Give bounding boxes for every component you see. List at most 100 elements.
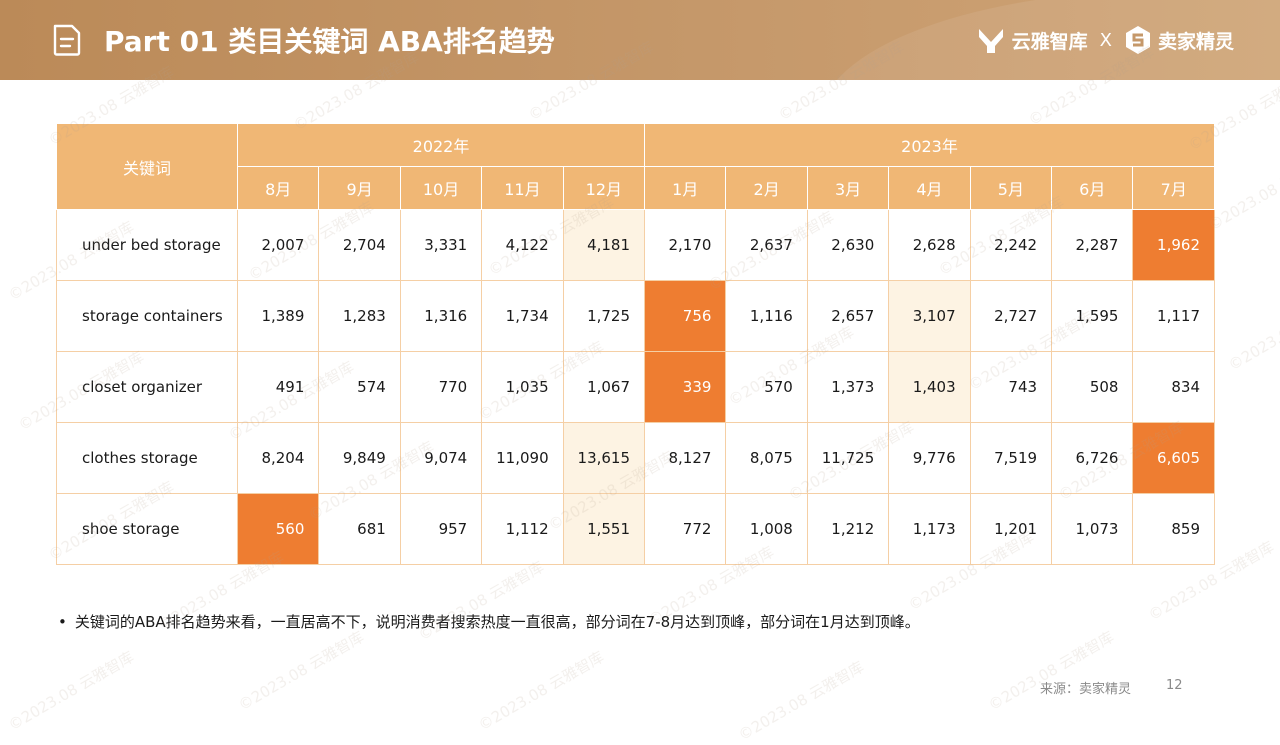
header-bar: Part 01 类目关键词 ABA排名趋势 云雅智库 X 卖家精灵	[0, 0, 1280, 80]
brand-yunya: 云雅智库	[1011, 30, 1088, 53]
rank-value-cell: 11,090	[481, 422, 564, 494]
rank-value-cell: 570	[725, 351, 808, 423]
summary-note: • 关键词的ABA排名趋势来看，一直居高不下，说明消费者搜索热度一直很高，部分词在…	[58, 611, 920, 632]
sellersprite-logo-icon	[1125, 26, 1150, 54]
month-header: 7月	[1132, 166, 1215, 210]
table-row: storage containers 1,389 1,283 1,316 1,734 1,…	[56, 280, 1215, 352]
rank-value-cell: 1,551	[562, 493, 646, 565]
month-header: 6月	[1051, 166, 1134, 210]
rank-value-cell: 1,403	[888, 351, 971, 423]
table-row: clothes storage 8,204 9,849 9,074 11,090 13,6…	[56, 422, 1215, 494]
keyword-cell: storage containers	[56, 280, 238, 352]
keyword-cell: closet organizer	[56, 351, 238, 423]
rank-value-cell: 743	[969, 351, 1053, 423]
rank-value-cell: 560	[236, 493, 320, 565]
rank-value-cell: 8,204	[236, 422, 320, 494]
rank-value-cell: 1,595	[1051, 280, 1134, 352]
table-row: under bed storage 2,007 2,704 3,331 4,122 4,1…	[56, 209, 1215, 281]
brand-sellersprite: 卖家精灵	[1157, 30, 1234, 53]
watermark-text: ©2023.08 云雅智库	[235, 627, 368, 715]
rank-value-cell: 1,117	[1132, 280, 1215, 352]
bullet-marker: •	[58, 613, 67, 631]
month-header: 2月	[725, 166, 808, 210]
rank-value-cell: 491	[236, 351, 320, 423]
rank-value-cell: 1,112	[481, 493, 564, 565]
month-header: 12月	[562, 166, 646, 210]
rank-value-cell: 772	[644, 493, 727, 565]
rank-value-cell: 2,630	[806, 209, 890, 281]
month-header: 8月	[236, 166, 320, 210]
watermark-text: ©2023.08 云雅智库	[735, 657, 868, 745]
yunya-logo-icon	[978, 29, 1003, 53]
month-header-row: 8月 9月 10月 11月 12月 1月 2月 3月 4月 5月 6月 7月	[57, 166, 1215, 210]
rank-value-cell: 859	[1132, 493, 1215, 565]
rank-value-cell: 6,605	[1132, 422, 1215, 494]
rank-value-cell: 957	[399, 493, 483, 565]
rank-value-cell: 1,173	[888, 493, 971, 565]
rank-value-cell: 2,704	[318, 209, 401, 281]
rank-value-cell: 1,116	[725, 280, 808, 352]
keyword-cell: clothes storage	[56, 422, 238, 494]
rank-value-cell: 2,727	[969, 280, 1053, 352]
rank-value-cell: 11,725	[806, 422, 890, 494]
watermark-text: ©2023.08 云雅智库	[1205, 147, 1280, 235]
sellersprite-logo: 卖家精灵	[1124, 25, 1234, 55]
year-header-2023: 2023年	[644, 123, 1215, 167]
rank-value-cell: 3,331	[399, 209, 483, 281]
page-number: 12	[1166, 678, 1183, 693]
month-header: 9月	[318, 166, 401, 210]
watermark-text: ©2023.08 云雅智库	[1225, 288, 1280, 375]
month-header: 4月	[888, 166, 971, 210]
rank-value-cell: 4,181	[562, 209, 646, 281]
rank-value-cell: 1,725	[562, 280, 646, 352]
rank-value-cell: 2,007	[236, 209, 320, 281]
rank-value-cell: 3,107	[888, 280, 971, 352]
rank-value-cell: 9,776	[888, 422, 971, 494]
rank-value-cell: 574	[318, 351, 401, 423]
rank-value-cell: 1,734	[481, 280, 564, 352]
rank-value-cell: 6,726	[1051, 422, 1134, 494]
rank-value-cell: 2,628	[888, 209, 971, 281]
rank-value-cell: 1,008	[725, 493, 808, 565]
brand-logos: 云雅智库 X 卖家精灵	[976, 22, 1234, 58]
rank-value-cell: 339	[644, 351, 727, 423]
rank-value-cell: 508	[1051, 351, 1134, 423]
summary-text: 关键词的ABA排名趋势来看，一直居高不下，说明消费者搜索热度一直很高，部分词在7…	[74, 613, 920, 631]
month-header: 11月	[481, 166, 564, 210]
rank-value-cell: 1,283	[318, 280, 401, 352]
watermark-text: ©2023.08 云雅智库	[985, 627, 1118, 715]
rank-value-cell: 9,849	[318, 422, 401, 494]
rank-value-cell: 2,657	[806, 280, 890, 352]
rank-value-cell: 8,075	[725, 422, 808, 494]
table-row: closet organizer 491 574 770 1,035 1,067 339 57…	[56, 351, 1215, 423]
table-body: under bed storage 2,007 2,704 3,331 4,122 4,1…	[56, 209, 1215, 565]
rank-value-cell: 681	[318, 493, 401, 565]
keyword-cell: under bed storage	[56, 209, 238, 281]
rank-value-cell: 1,067	[562, 351, 646, 423]
rank-value-cell: 13,615	[562, 422, 646, 494]
rank-value-cell: 1,962	[1132, 209, 1215, 281]
table-row: shoe storage 560 681 957 1,112 1,551 772 1,008 1…	[56, 493, 1215, 565]
rank-value-cell: 1,212	[806, 493, 890, 565]
year-header-2022: 2022年	[236, 123, 646, 167]
rank-value-cell: 1,201	[969, 493, 1053, 565]
rank-value-cell: 2,242	[969, 209, 1053, 281]
document-icon	[52, 24, 82, 56]
aba-rank-table: 关键词 2022年 2023年 8月 9月 10月 11月 12月 1月 2月 3月 4月 5月 6…	[56, 123, 1215, 565]
keyword-column-header: 关键词	[56, 123, 238, 210]
watermark-text: ©2023.08 云雅智库	[5, 647, 138, 735]
rank-value-cell: 834	[1132, 351, 1215, 423]
brand-separator: X	[1099, 29, 1112, 51]
rank-value-cell: 756	[644, 280, 727, 352]
yunya-logo: 云雅智库	[976, 25, 1088, 55]
rank-value-cell: 4,122	[481, 209, 564, 281]
rank-value-cell: 1,035	[481, 351, 564, 423]
watermark-text: ©2023.08 云雅智库	[475, 647, 608, 735]
rank-value-cell: 1,389	[236, 280, 320, 352]
rank-value-cell: 8,127	[644, 422, 727, 494]
rank-value-cell: 7,519	[969, 422, 1053, 494]
month-header: 10月	[399, 166, 483, 210]
rank-value-cell: 2,287	[1051, 209, 1134, 281]
rank-value-cell: 1,373	[806, 351, 890, 423]
source-label: 来源：卖家精灵	[1040, 682, 1132, 697]
